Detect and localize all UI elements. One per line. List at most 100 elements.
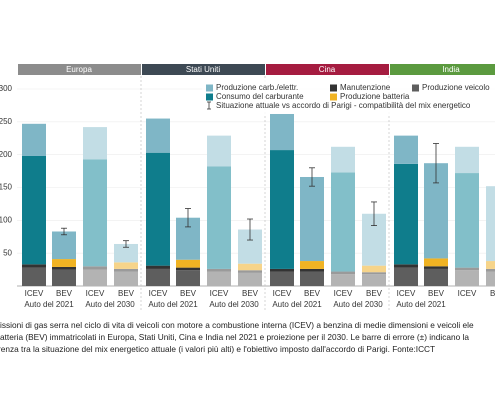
- bar-segment: [270, 271, 294, 286]
- bar-segment: [455, 270, 479, 286]
- bar-segment: [83, 269, 107, 286]
- bar-segment: [394, 264, 418, 268]
- bar-segment: [176, 267, 200, 271]
- bar-segment: [22, 155, 46, 265]
- bar-segment: [83, 159, 107, 267]
- bar-segment: [146, 152, 170, 266]
- group-label: Auto del 2021: [24, 300, 74, 309]
- legend-swatch: [330, 93, 337, 101]
- bar-segment: [114, 262, 138, 269]
- x-tick-label: ICEV: [273, 289, 292, 298]
- x-tick-label: ICEV: [210, 289, 229, 298]
- y-tick-label: 50: [3, 248, 12, 257]
- bar-segment: [455, 267, 479, 271]
- bar-segment: [207, 135, 231, 167]
- x-tick-label: ICEV: [25, 289, 44, 298]
- region-band: [18, 64, 141, 75]
- legend-label: Produzione carb./elettr.: [216, 83, 298, 92]
- bar-segment: [270, 150, 294, 269]
- x-tick-label: BEV: [180, 289, 197, 298]
- region-label: Cina: [319, 65, 336, 74]
- bar-segment: [300, 261, 324, 269]
- legend-swatch: [330, 84, 337, 92]
- group-label: Auto del 2030: [333, 300, 383, 309]
- bar-segment: [362, 265, 386, 273]
- caption-line: issioni di gas serra nel ciclo di vita d…: [0, 320, 474, 330]
- x-tick-label: ICEV: [86, 289, 105, 298]
- bar-segment: [424, 258, 448, 267]
- legend-box: [202, 78, 495, 114]
- region-label: Stati Uniti: [186, 65, 220, 74]
- bar-segment: [362, 272, 386, 275]
- legend-label: Manutenzione: [340, 83, 391, 92]
- bar-segment: [176, 270, 200, 286]
- bar-segment: [146, 265, 170, 269]
- legend-swatch: [206, 93, 213, 101]
- bar-segment: [394, 135, 418, 164]
- bar-segment: [300, 268, 324, 272]
- group-label: Auto del 2030: [209, 300, 259, 309]
- bar-segment: [52, 231, 76, 260]
- y-tick-label: 200: [0, 150, 13, 159]
- region-band: [266, 64, 389, 75]
- bar-segment: [486, 271, 495, 286]
- x-tick-label: ICEV: [334, 289, 353, 298]
- x-tick-label: BEV: [242, 289, 259, 298]
- bar-segment: [176, 259, 200, 268]
- legend-label: Situazione attuale vs accordo di Parigi …: [216, 101, 471, 110]
- bar-segment: [424, 268, 448, 286]
- bar-segment: [83, 266, 107, 270]
- bar-segment: [424, 266, 448, 269]
- x-tick-label: ICEV: [397, 289, 416, 298]
- bar-segment: [331, 172, 355, 272]
- bar-segment: [83, 127, 107, 160]
- bar-segment: [300, 176, 324, 262]
- y-tick-label: 150: [0, 183, 13, 192]
- group-label: Auto del 2021: [272, 300, 322, 309]
- y-tick-label: 300: [0, 84, 13, 93]
- bar-segment: [238, 270, 262, 273]
- x-tick-label: BEV: [428, 289, 445, 298]
- bar-segment: [114, 271, 138, 286]
- region-label: India: [442, 65, 460, 74]
- bar-segment: [486, 261, 495, 269]
- legend-swatch: [206, 84, 213, 92]
- x-tick-label: BEV: [304, 289, 321, 298]
- bar-segment: [362, 274, 386, 286]
- x-tick-label: ICEV: [458, 289, 477, 298]
- bar-segment: [22, 264, 46, 268]
- bar-segment: [114, 243, 138, 263]
- x-tick-label: BEV: [56, 289, 73, 298]
- x-tick-label: BEV: [490, 289, 495, 298]
- bar-segment: [455, 173, 479, 268]
- bar-segment: [331, 146, 355, 173]
- bar-segment: [207, 268, 231, 272]
- bar-segment: [270, 268, 294, 272]
- group-label: Auto del 2030: [85, 300, 135, 309]
- bar-segment: [331, 274, 355, 286]
- group-label: Auto del 2021: [396, 300, 446, 309]
- bar-segment: [455, 146, 479, 174]
- region-band: [390, 64, 495, 75]
- bar-segment: [394, 267, 418, 286]
- x-tick-label: BEV: [366, 289, 383, 298]
- bar-segment: [238, 272, 262, 286]
- bar-segment: [486, 268, 495, 272]
- legend-label: Consumo del carburante: [216, 92, 304, 101]
- x-tick-label: BEV: [118, 289, 135, 298]
- bar-segment: [300, 271, 324, 286]
- bar-segment: [238, 263, 262, 271]
- bar-segment: [52, 269, 76, 286]
- bar-segment: [52, 266, 76, 270]
- y-tick-label: 250: [0, 117, 13, 126]
- region-band: [142, 64, 265, 75]
- bar-segment: [207, 271, 231, 286]
- bar-segment: [331, 271, 355, 275]
- x-tick-label: ICEV: [149, 289, 168, 298]
- bar-segment: [114, 268, 138, 272]
- y-tick-label: 100: [0, 215, 13, 224]
- bar-segment: [22, 267, 46, 286]
- bar-segment: [486, 186, 495, 262]
- bar-segment: [146, 268, 170, 286]
